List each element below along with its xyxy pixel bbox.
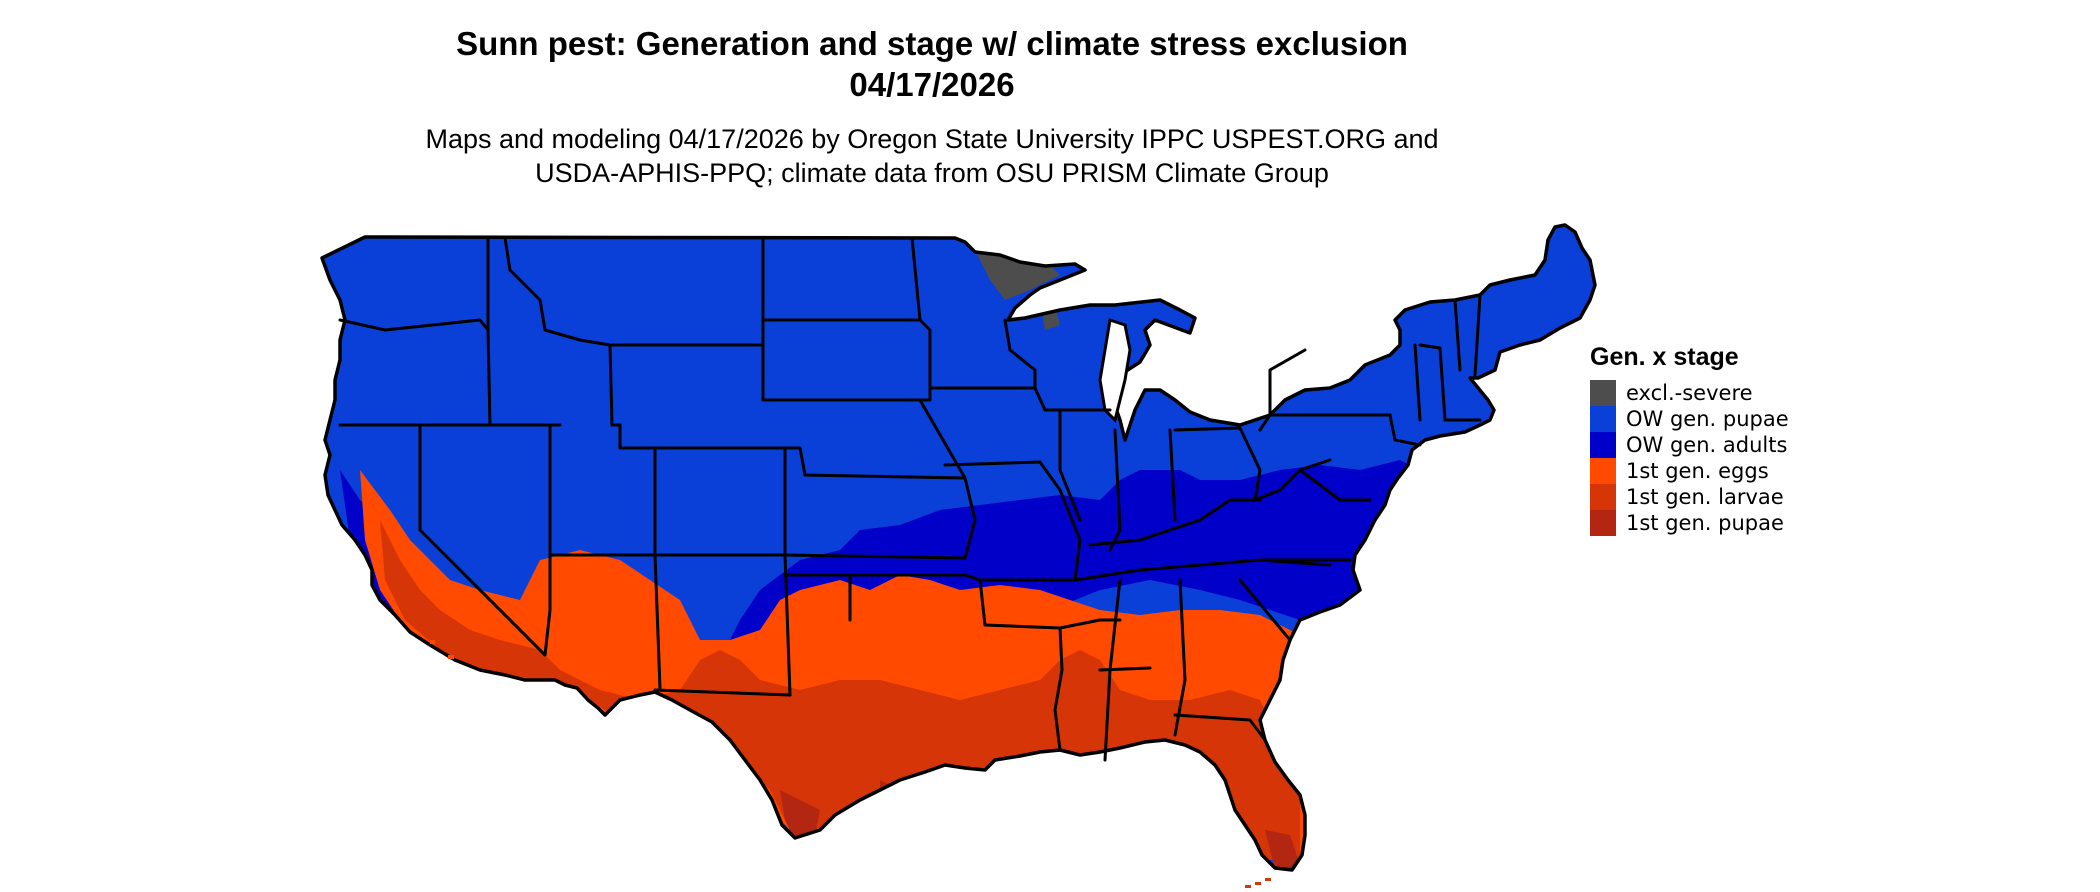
map-date: 04/17/2026	[849, 66, 1015, 103]
legend-item-1st-gen-eggs: 1st gen. eggs	[1590, 458, 1789, 484]
legend-label: OW gen. pupae	[1626, 407, 1789, 431]
map-title: Sunn pest: Generation and stage w/ clima…	[456, 25, 1408, 62]
map-credit-line-1: Maps and modeling 04/17/2026 by Oregon S…	[425, 124, 1439, 154]
legend-swatch	[1590, 458, 1616, 484]
legend-swatch	[1590, 406, 1616, 432]
legend-label: 1st gen. pupae	[1626, 511, 1784, 535]
legend-item-excl-severe: excl.-severe	[1590, 380, 1789, 406]
legend-item-1st-gen-larvae: 1st gen. larvae	[1590, 484, 1789, 510]
legend-item-1st-gen-pupae: 1st gen. pupae	[1590, 510, 1789, 536]
legend-label: OW gen. adults	[1626, 433, 1788, 457]
map-credit-line-2: USDA-APHIS-PPQ; climate data from OSU PR…	[535, 158, 1329, 188]
legend-swatch	[1590, 510, 1616, 536]
legend: Gen. x stage excl.-severe OW gen. pupae …	[1590, 341, 1789, 536]
legend-swatch	[1590, 380, 1616, 406]
legend-swatch	[1590, 432, 1616, 458]
legend-label: 1st gen. eggs	[1626, 459, 1769, 483]
legend-label: 1st gen. larvae	[1626, 485, 1784, 509]
legend-label: excl.-severe	[1626, 381, 1753, 405]
legend-swatch	[1590, 484, 1616, 510]
legend-item-ow-gen-pupae: OW gen. pupae	[1590, 406, 1789, 432]
legend-item-ow-gen-adults: OW gen. adults	[1590, 432, 1789, 458]
legend-title: Gen. x stage	[1590, 343, 1739, 371]
